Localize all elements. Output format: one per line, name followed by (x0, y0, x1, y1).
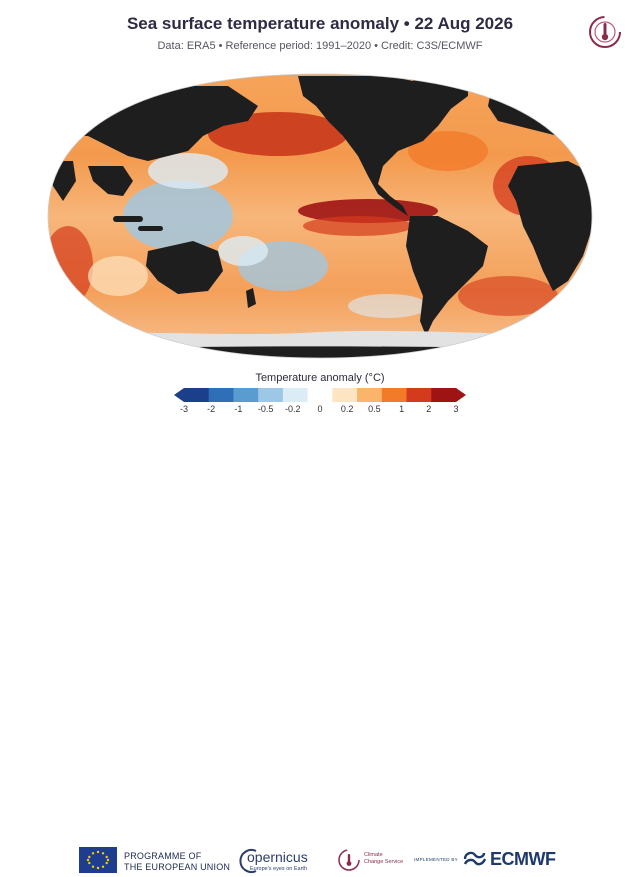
footer: PROGRAMME OF THE EUROPEAN UNION opernicu… (0, 420, 640, 873)
colorbar-max-arrow (456, 388, 466, 402)
colorbar (174, 388, 466, 402)
antarctica (48, 346, 592, 358)
colorbar-segment (184, 388, 210, 402)
western-pacific-cool-anomaly (123, 181, 233, 251)
implemented-by-label: IMPLEMENTED BY (414, 857, 458, 862)
colorbar-title: Temperature anomaly (°C) (255, 372, 385, 384)
colorbar-segment (381, 388, 408, 402)
colorbar-segment (233, 388, 259, 402)
colorbar-tick-label: 0 (317, 404, 323, 414)
colorbar-tick-label: -3 (179, 404, 189, 414)
colorbar-segment (208, 388, 234, 402)
eu-programme-label: PROGRAMME OF THE EUROPEAN UNION (124, 851, 231, 872)
colorbar-tick-label: -1 (234, 404, 243, 414)
colorbar-segment (357, 388, 383, 402)
c3s-thermometer-logo (589, 16, 621, 48)
colorbar-segment (332, 388, 358, 402)
ecmwf-swirl-icon (463, 851, 487, 866)
colorbar-tick-label: -2 (207, 404, 216, 414)
colorbar-segment (258, 388, 284, 402)
map-title: Sea surface temperature anomaly • 22 Aug… (126, 14, 514, 33)
copernicus-logo-text: opernicus (247, 849, 308, 865)
colorbar-min-arrow (174, 388, 184, 402)
colorbar-tick-label: -0.5 (257, 404, 274, 414)
eu-flag-icon (79, 847, 117, 873)
colorbar-segment (406, 388, 432, 402)
north-pacific-warm-anomaly (208, 112, 348, 156)
colorbar-tick-label: 1 (399, 404, 405, 414)
colorbar-segment (282, 388, 309, 402)
colorbar-segment (431, 388, 457, 402)
colorbar-tick-label: 0.5 (368, 404, 381, 414)
ecmwf-logo-text: ECMWF (490, 849, 556, 869)
sst-anomaly-map (47, 73, 593, 359)
equatorial-pacific-warm-anomaly (298, 199, 438, 223)
copernicus-tagline: Europe's eyes on Earth (250, 866, 308, 872)
colorbar-segment (307, 388, 333, 402)
climate-change-service-icon (338, 849, 360, 871)
colorbar-tick-label: 3 (453, 404, 459, 414)
colorbar-tick-label: 0.2 (340, 404, 354, 414)
colorbar-tick-label: -0.2 (285, 404, 301, 414)
colorbar-tick-label: 2 (426, 404, 432, 414)
climate-change-service-label: Climate Change Service (364, 852, 404, 865)
map-subtitle: Data: ERA5 • Reference period: 1991–2020… (157, 40, 483, 52)
